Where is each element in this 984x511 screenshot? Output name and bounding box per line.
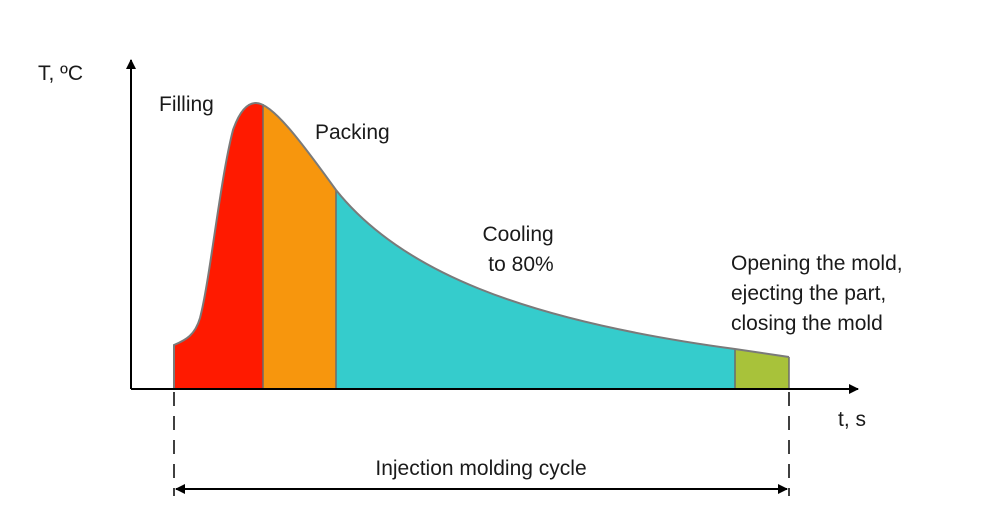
phase-label-cooling: Cooling to 80% xyxy=(482,223,559,276)
phase-label-opening-line-3: closing the mold xyxy=(731,312,883,335)
temperature-curve xyxy=(173,101,790,389)
phase-fill-packing xyxy=(263,105,336,389)
y-axis-label: T, ºC xyxy=(38,62,83,85)
phase-fill-filling xyxy=(174,103,263,389)
x-axis-label: t, s xyxy=(838,408,866,431)
phase-label-cooling-line-1: Cooling xyxy=(482,223,553,246)
phase-label-cooling-line-2: to 80% xyxy=(488,253,553,276)
phase-label-opening: Opening the mold, ejecting the part, clo… xyxy=(731,252,908,335)
phase-label-filling: Filling xyxy=(159,93,214,116)
phase-fill-cooling xyxy=(336,190,735,389)
phase-fill-opening xyxy=(735,349,789,389)
phase-fills xyxy=(174,103,789,389)
phase-label-opening-line-2: ejecting the part, xyxy=(731,282,886,305)
phase-label-packing: Packing xyxy=(315,121,390,144)
cycle-label: Injection molding cycle xyxy=(375,457,586,480)
phase-label-opening-line-1: Opening the mold, xyxy=(731,252,903,275)
